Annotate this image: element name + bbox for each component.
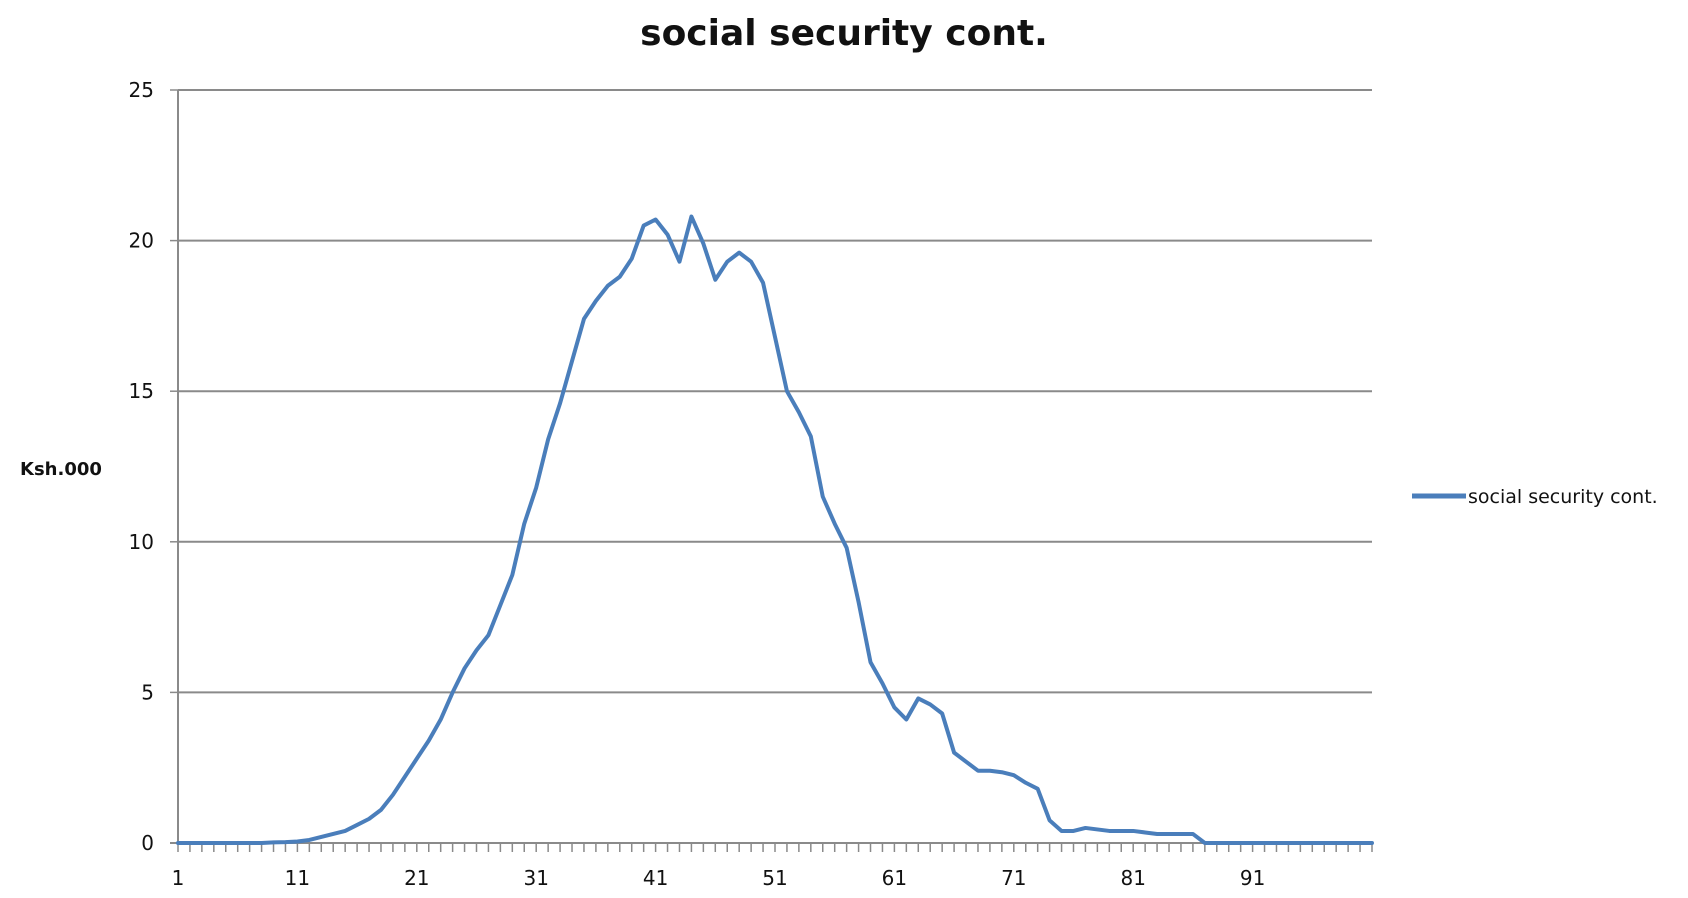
x-tick-label: 81 [1120, 866, 1145, 890]
x-tick-label: 91 [1240, 866, 1265, 890]
series-lines [176, 214, 1374, 845]
x-tick-label: 11 [285, 866, 310, 890]
x-tick-label: 41 [643, 866, 668, 890]
y-tick-label: 20 [129, 229, 154, 253]
gridlines [178, 89, 1372, 694]
x-tick-label: 31 [523, 866, 548, 890]
x-tick-labels: 1 11 21 31 41 51 61 71 81 91 [172, 866, 1266, 890]
x-tick-label: 61 [882, 866, 907, 890]
y-axis-label: Ksh.000 [20, 459, 102, 480]
legend-label: social security cont. [1468, 486, 1658, 508]
axes [170, 89, 1373, 852]
y-tick-labels: 0 5 10 15 20 25 [129, 78, 154, 855]
y-tick-label: 25 [129, 78, 154, 102]
y-tick-label: 0 [141, 831, 154, 855]
legend: social security cont. [1412, 486, 1658, 508]
x-tick-label: 1 [172, 866, 185, 890]
y-tick-label: 5 [141, 680, 154, 704]
x-tick-label: 51 [762, 866, 787, 890]
x-tick-label: 21 [404, 866, 429, 890]
series-line-0 [176, 214, 1374, 845]
y-tick-label: 10 [129, 530, 154, 554]
chart-title: social security cont. [640, 13, 1048, 54]
x-tick-label: 71 [1001, 866, 1026, 890]
y-tick-label: 15 [129, 379, 154, 403]
